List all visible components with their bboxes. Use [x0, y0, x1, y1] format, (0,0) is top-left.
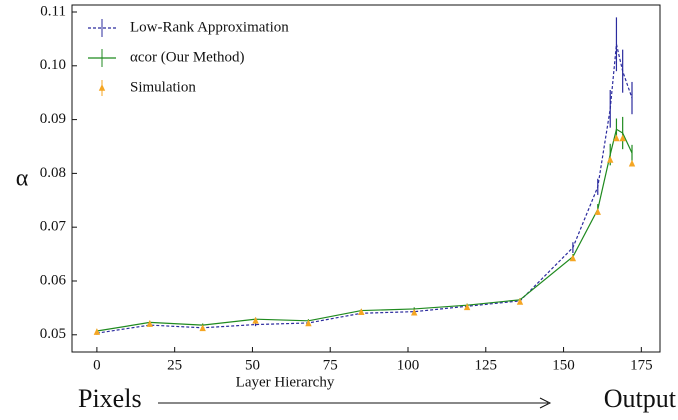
y-tick-label: 0.11	[40, 3, 66, 19]
x-tick-label: 50	[245, 357, 260, 373]
y-tick-label: 0.08	[40, 165, 66, 181]
marker	[146, 320, 153, 327]
x-tick-label: 175	[630, 357, 653, 373]
legend-swatch	[98, 84, 106, 91]
left-caption: Pixels	[78, 384, 142, 413]
y-tick-label: 0.05	[40, 326, 66, 342]
x-tick-label: 125	[475, 357, 498, 373]
arrow-head	[539, 397, 552, 409]
legend-label: Low-Rank Approximation	[130, 19, 289, 35]
y-axis-label: α	[16, 166, 29, 192]
right-caption: Output	[604, 384, 677, 413]
marker	[199, 324, 206, 332]
y-tick-label: 0.10	[40, 57, 66, 73]
x-axis-label: Layer Hierarchy	[236, 374, 335, 390]
x-tick-label: 75	[323, 357, 338, 373]
x-tick-label: 0	[93, 357, 101, 373]
marker	[358, 308, 365, 315]
legend-label: αcor (Our Method)	[130, 49, 245, 65]
marker	[594, 208, 601, 215]
marker	[619, 134, 626, 142]
marker	[305, 319, 312, 327]
y-tick-label: 0.06	[40, 272, 67, 288]
x-tick-label: 150	[552, 357, 575, 373]
marker	[607, 155, 614, 163]
plot-frame	[71, 4, 661, 353]
marker	[252, 316, 259, 324]
marker	[516, 297, 524, 305]
marker	[628, 159, 636, 167]
marker	[93, 328, 101, 335]
y-tick-label: 0.09	[40, 111, 66, 127]
x-tick-label: 100	[397, 357, 420, 373]
marker	[411, 308, 418, 316]
legend-label: Simulation	[130, 79, 196, 95]
marker	[463, 303, 471, 311]
y-tick-label: 0.07	[40, 219, 67, 235]
marker	[613, 134, 620, 142]
series-line	[96, 128, 633, 332]
x-tick-label: 25	[167, 357, 182, 373]
marker	[569, 254, 577, 262]
